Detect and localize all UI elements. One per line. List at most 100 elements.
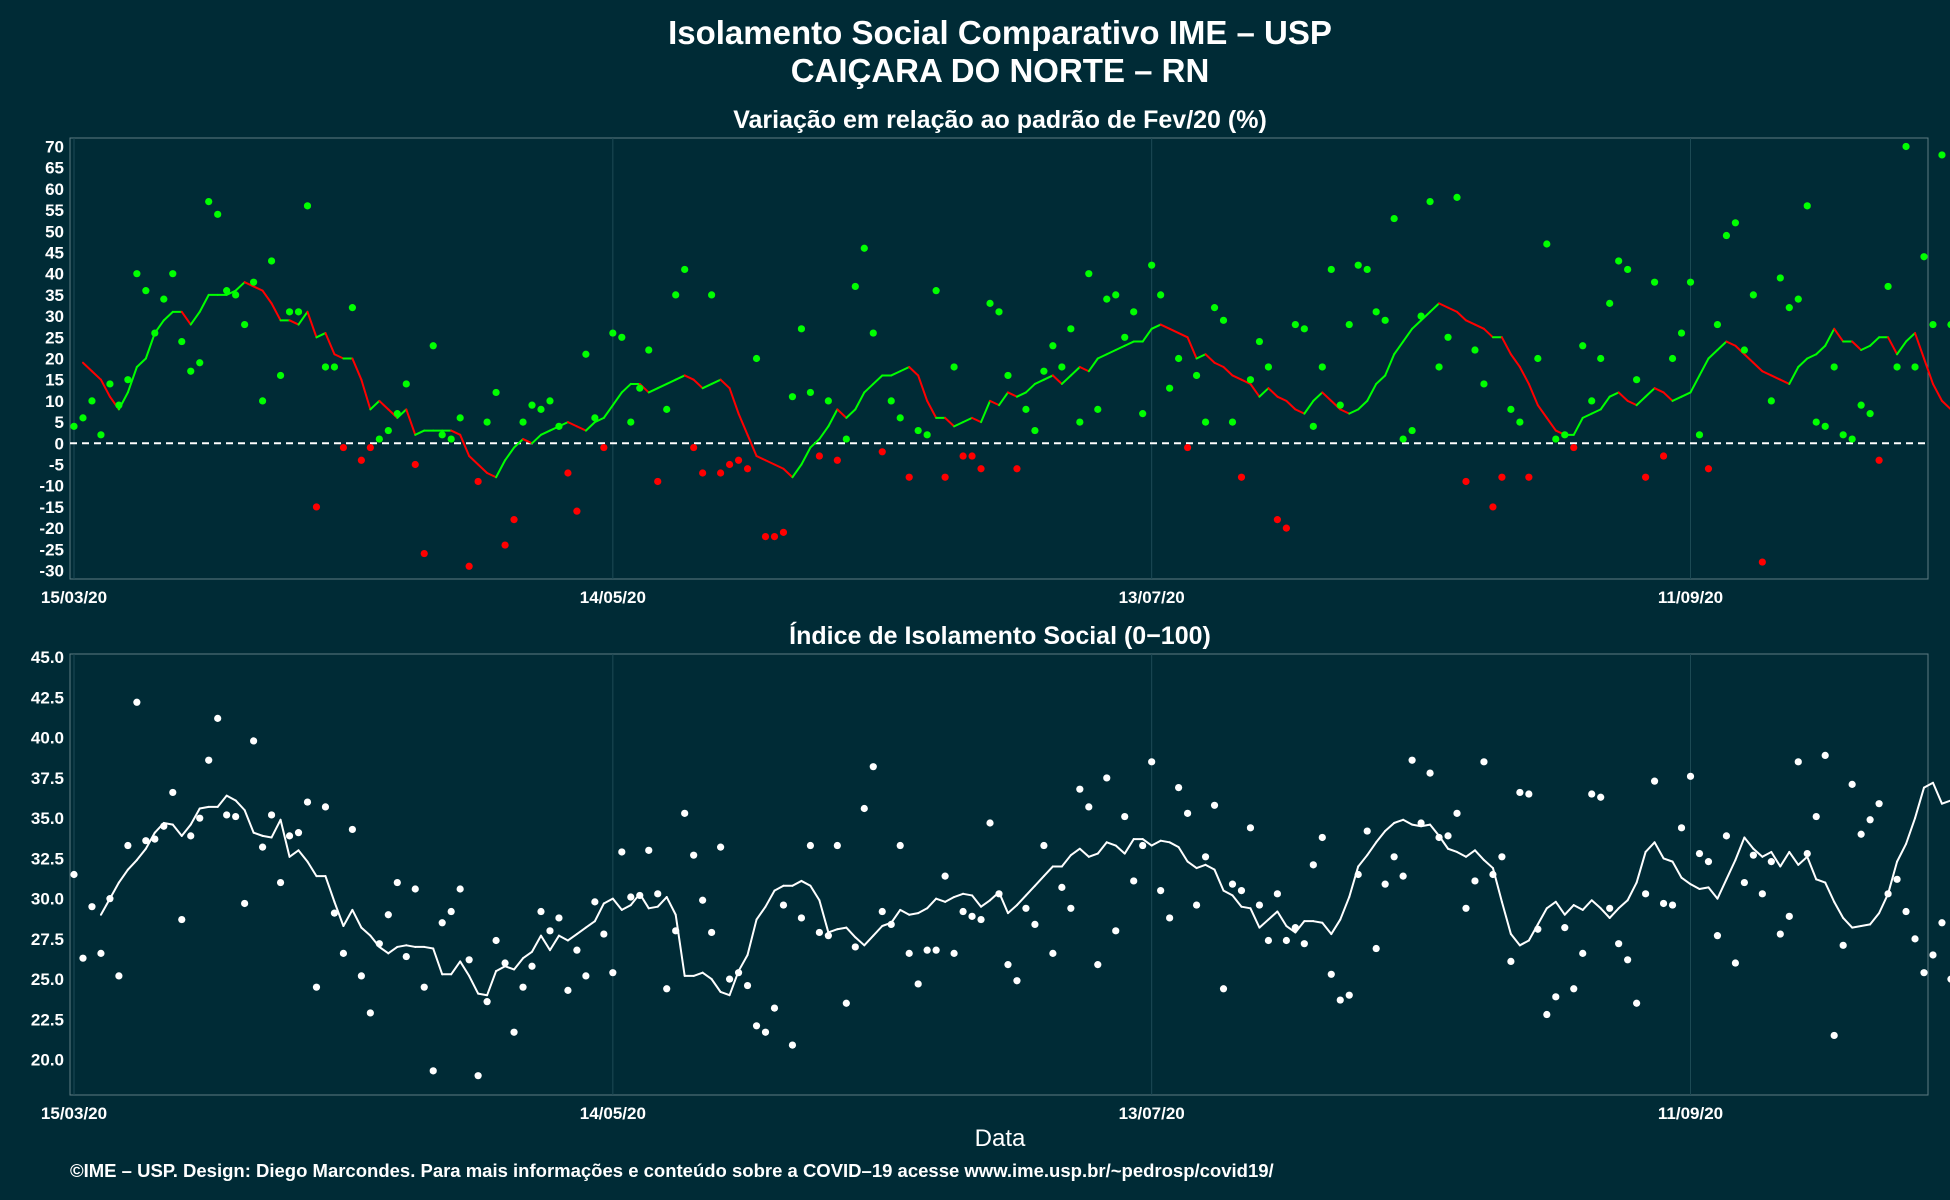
moving-average-segment — [1563, 904, 1575, 916]
moving-average-segment — [1779, 850, 1791, 868]
data-point — [995, 890, 1003, 898]
data-point — [636, 384, 644, 392]
data-point — [878, 907, 886, 916]
moving-average-segment — [701, 971, 713, 981]
moving-average-segment — [1572, 904, 1584, 911]
data-point — [70, 422, 78, 430]
data-point — [878, 448, 886, 456]
data-point — [1920, 253, 1928, 261]
data-point — [1318, 833, 1326, 842]
data-point — [618, 333, 626, 341]
data-point — [1758, 890, 1766, 898]
data-point — [564, 986, 572, 994]
data-point — [1776, 930, 1784, 938]
data-point — [923, 946, 931, 954]
moving-average-segment — [1860, 923, 1872, 928]
moving-average-segment — [1366, 382, 1378, 402]
data-point — [267, 257, 276, 265]
moving-average-segment — [1150, 839, 1162, 847]
data-point — [1911, 935, 1919, 943]
data-point — [285, 832, 294, 840]
moving-average-segment — [1806, 353, 1818, 360]
moving-average-segment — [1554, 900, 1566, 916]
main-subtitle: CAIÇARA DO NORTE – RN — [791, 52, 1210, 89]
moving-average-segment — [396, 944, 408, 948]
data-point — [1130, 308, 1138, 316]
moving-average-segment — [495, 459, 507, 479]
y-tick-label: 22.5 — [31, 1010, 64, 1029]
variation-plot-area — [69, 137, 1929, 580]
data-point — [717, 469, 725, 477]
moving-average-segment — [1851, 340, 1863, 352]
data-point — [708, 291, 716, 299]
moving-average-segment — [980, 899, 992, 908]
y-tick-label: -15 — [39, 498, 64, 517]
data-point — [770, 1004, 779, 1012]
moving-average-segment — [1213, 361, 1225, 368]
data-point — [1722, 231, 1731, 240]
data-point — [1282, 936, 1290, 945]
data-point — [1399, 435, 1407, 443]
data-point — [1148, 261, 1156, 269]
moving-average-segment — [1375, 830, 1387, 844]
moving-average-segment — [1375, 374, 1387, 385]
data-point — [1480, 380, 1488, 388]
data-point — [654, 890, 662, 898]
moving-average-segment — [351, 908, 363, 929]
data-point — [1534, 925, 1542, 933]
moving-average-segment — [1141, 838, 1153, 847]
data-point — [1911, 363, 1919, 371]
moving-average-segment — [1105, 841, 1117, 847]
data-point — [375, 435, 383, 443]
moving-average-segment — [135, 357, 147, 368]
data-point — [528, 401, 536, 409]
moving-average-segment — [764, 459, 776, 466]
data-point — [1615, 257, 1623, 265]
data-point — [1417, 819, 1425, 827]
moving-average-segment — [1177, 846, 1189, 863]
data-point — [169, 270, 177, 278]
data-point — [1938, 151, 1946, 159]
data-point — [1067, 904, 1075, 912]
data-point — [492, 936, 500, 945]
moving-average-segment — [1186, 336, 1198, 360]
data-point — [1480, 758, 1488, 766]
data-point — [1821, 751, 1829, 759]
moving-average-segment — [1267, 387, 1279, 398]
moving-average-segment — [1626, 399, 1638, 407]
data-point — [699, 469, 707, 477]
moving-average-segment — [584, 421, 596, 432]
moving-average-segment — [1222, 889, 1234, 897]
moving-average-segment — [971, 416, 983, 424]
moving-average-segment — [531, 934, 542, 953]
data-point — [1929, 951, 1937, 959]
moving-average-segment — [728, 387, 740, 415]
data-point — [887, 920, 895, 928]
data-point — [133, 270, 141, 278]
moving-average-segment — [1869, 912, 1881, 926]
data-point — [851, 943, 859, 951]
data-point — [312, 503, 321, 511]
data-point — [97, 431, 105, 439]
data-point — [1650, 777, 1659, 785]
moving-average-segment — [1348, 408, 1360, 415]
data-point — [1803, 202, 1811, 210]
moving-average-segment — [566, 933, 578, 942]
moving-average-segment — [225, 289, 237, 296]
data-point — [1749, 851, 1757, 859]
data-point — [1489, 870, 1497, 879]
data-point — [537, 405, 545, 413]
moving-average-segment — [1024, 382, 1036, 394]
moving-average-segment — [1240, 905, 1252, 910]
moving-average-segment — [1087, 852, 1099, 858]
moving-average-segment — [1869, 336, 1881, 347]
moving-average-segment — [1851, 925, 1863, 929]
data-point — [941, 872, 949, 880]
moving-average-segment — [261, 834, 273, 839]
data-point — [285, 308, 294, 316]
data-point — [196, 814, 204, 822]
moving-average-segment — [1312, 920, 1324, 924]
data-point — [1049, 342, 1057, 350]
moving-average-segment — [1321, 921, 1333, 936]
moving-average-segment — [531, 433, 542, 445]
